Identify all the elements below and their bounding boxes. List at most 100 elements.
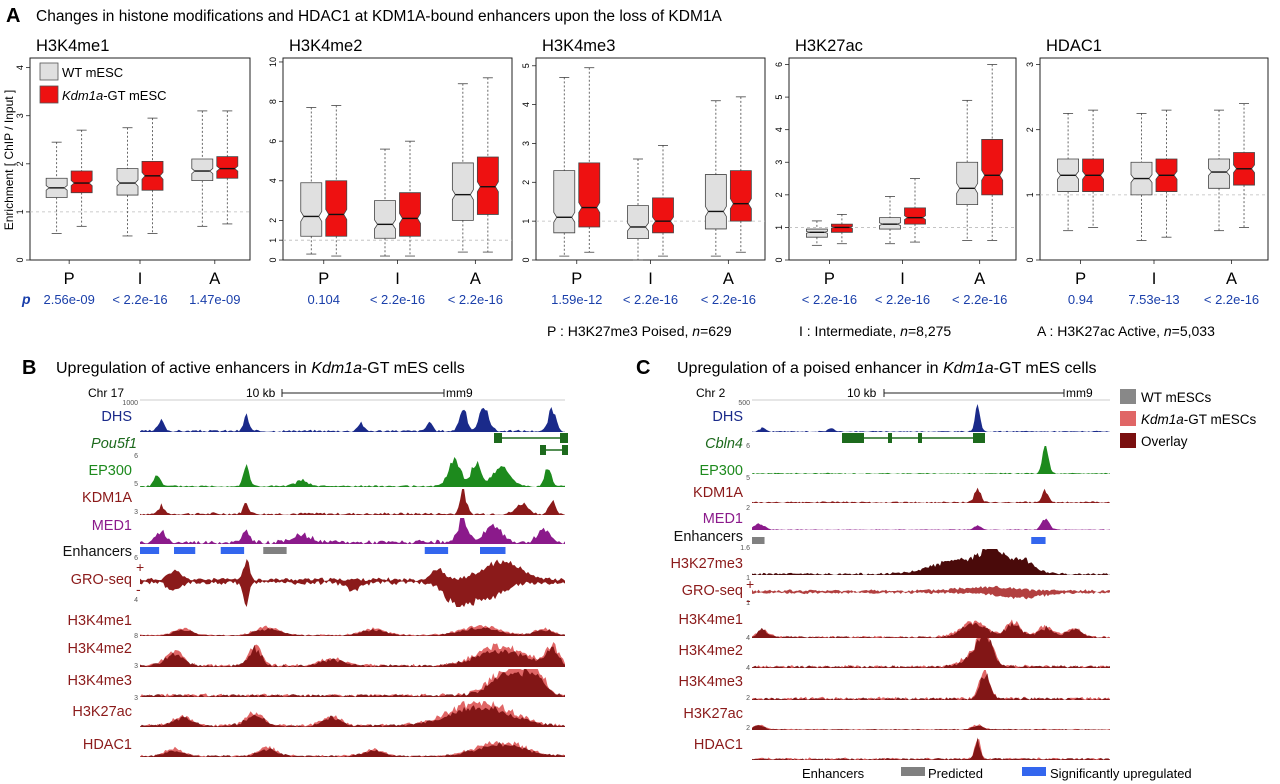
y-tick-label: 1 [268,238,278,243]
box [553,170,576,234]
panel-b-title-italic: Kdm1a [311,360,362,377]
panel-b-title-post: -GT mES cells [362,360,465,377]
y-tick-label: 1 [521,219,531,224]
p-value-label: < 2.2e-16 [952,292,1007,307]
track-label: KDM1A [82,490,132,506]
y-tick-label: 5 [521,63,531,68]
legend-c-swatch-wt [1120,389,1136,404]
box [300,182,323,237]
gene-exon [888,433,892,443]
histone-track-overlay [752,622,1110,638]
signal-track [752,446,1110,474]
enhancer-legend-title: Enhancers [802,766,865,781]
legend-kdm1a-rest: -GT mESC [103,88,166,103]
p-value-label: < 2.2e-16 [623,292,678,307]
legend-c-label-wt: WT mESCs [1141,390,1211,405]
category-label: A [974,270,985,288]
chart-title: HDAC1 [1046,37,1102,55]
enhancer-bar [140,547,160,554]
track-label: KDM1A [693,485,743,501]
gro-minus-sign: - [746,592,751,608]
track-label: Enhancers [674,529,743,545]
box [216,156,239,179]
box [652,197,674,234]
p-value-label: < 2.2e-16 [1204,292,1259,307]
category-label: A [470,270,481,288]
category-key-p: P : H3K27me3 Poised, n=629 [547,323,732,339]
y-tick-label: 4 [521,102,531,107]
panel-c-title-pre: Upregulation of a poised enhancer in [677,360,943,377]
signal-track [752,549,1110,575]
y-tick-label: 2 [1025,127,1035,132]
gro-seq-plus [752,585,1110,592]
track-label: H3K4me3 [679,674,743,690]
panel-a-letter: A [6,5,20,27]
track-label: EP300 [88,463,132,479]
box [729,170,752,222]
p-value-label: 7.53e-13 [1128,292,1179,307]
gene-exon [918,433,922,443]
category-label: A [209,270,220,288]
legend-label-kdm1a: Kdm1a-GT mESC [62,88,167,103]
signal-track [752,518,1110,530]
track-label: H3K27ac [683,706,743,722]
p-value-label: 0.104 [307,292,340,307]
box [806,228,828,238]
track-scale-max: 5 [134,481,138,488]
key-i-value: =8,275 [908,323,951,339]
track-scale-max: 2 [746,725,750,732]
p-value-label: < 2.2e-16 [112,292,167,307]
enhancer-bar [220,547,245,554]
key-i-text: I : Intermediate, [799,323,900,339]
chart-title: H3K4me1 [36,37,109,55]
histone-track-kdm1a [140,740,565,757]
track-scale-max: 5 [746,475,750,482]
category-key-i: I : Intermediate, n=8,275 [799,323,951,339]
track-scale-max: 4 [746,665,750,672]
box [325,180,348,237]
panel-c-title-italic: Kdm1a [943,360,994,377]
enhancer-legend: Enhancers Predicted Significantly upregu… [802,766,1192,781]
box [476,156,499,215]
track-label: EP300 [699,463,743,479]
category-label: P [318,270,329,288]
track-scale-max: 1000 [122,400,138,407]
panel-c-legend: WT mESCs Kdm1a-GT mESCs Overlay [1120,389,1257,449]
y-tick-label: 0 [521,257,531,262]
key-i-n: n [900,323,908,339]
box [831,223,853,233]
histone-track-kdm1a [752,724,1110,730]
box [70,170,93,194]
gene-exon [842,433,864,443]
panel-a-legend: WT mESC Kdm1a-GT mESC [39,62,167,104]
legend-c-label-overlay: Overlay [1141,434,1188,449]
histone-track-kdm1a [752,670,1110,700]
histone-track-overlay [140,742,565,757]
y-tick-label: 8 [268,99,278,104]
track-label: HDAC1 [694,737,743,753]
category-label: A [723,270,734,288]
y-tick-label: 4 [268,178,278,183]
enhancer-bar [1031,537,1046,544]
panel-c-scale: 10 kb [847,386,877,400]
track-label: H3K4me1 [679,612,743,628]
panel-b-assembly: mm9 [446,386,473,400]
box [1208,158,1230,189]
gro-seq-plus [140,559,565,581]
boxplot-group: H3K4me1 0 1 2 3 4 P 2.56e-09 I < 2.2e-16 A 1.47e-09… [15,37,1269,307]
category-label: P [64,270,75,288]
panel-b-letter: B [22,357,36,379]
y-tick-label: 1 [774,225,784,230]
panel-b-title: Upregulation of active enhancers in Kdm1… [56,360,465,377]
panel-c-tracks: DHS EP300 KDM1A MED1 Enhancers H3K27me3 GRO-se… [670,400,1110,760]
legend-c-kdm1a-rest: -GT mESCs [1184,412,1257,427]
histone-track-overlay [140,644,565,667]
y-tick-label: 2 [521,180,531,185]
y-tick-label: 3 [1025,62,1035,67]
y-tick-label: 1 [1025,192,1035,197]
p-label: p [21,291,31,307]
signal-track [140,489,565,515]
gro-seq-minus [140,581,565,607]
track-scale-max: 2 [746,695,750,702]
